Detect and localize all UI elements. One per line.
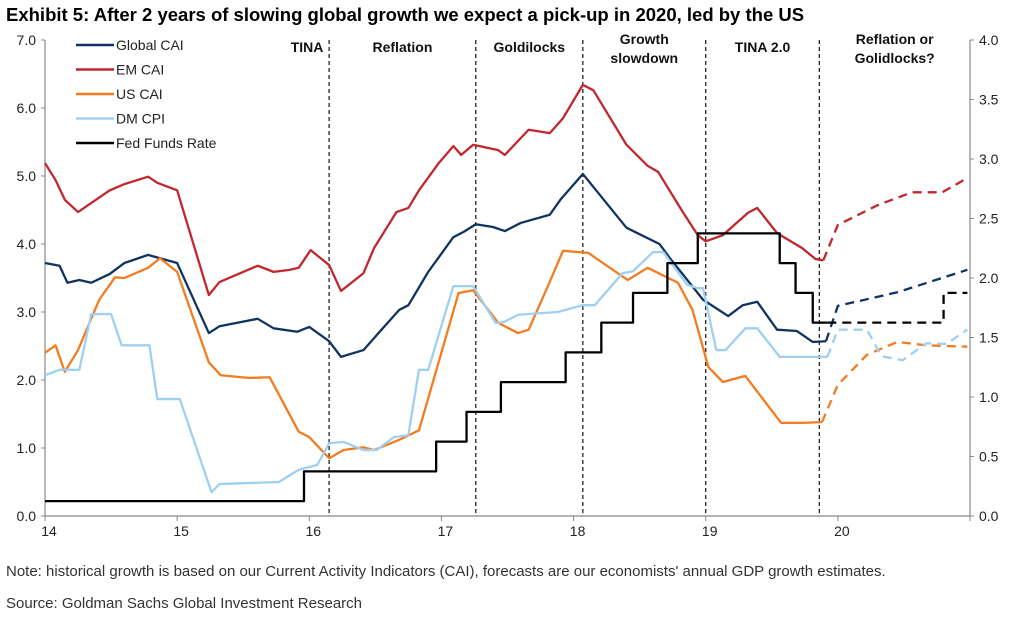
legend-label-us-cai: US CAI [116, 86, 163, 102]
y-right-tick-label: 3.0 [979, 151, 999, 167]
x-tick-label: 16 [305, 523, 321, 539]
x-tick-label: 15 [173, 523, 189, 539]
y-left-tick-label: 4.0 [17, 236, 37, 252]
y-right-tick-label: 4.0 [979, 32, 999, 48]
y-right-tick-label: 3.5 [979, 92, 999, 108]
legend-label-dm-cpi: DM CPI [116, 111, 165, 127]
regime-label: TINA 2.0 [735, 39, 791, 55]
chart-note: Note: historical growth is based on our … [6, 563, 886, 580]
regime-label: Golidlocks? [855, 50, 935, 66]
x-tick-label: 18 [570, 523, 586, 539]
legend-label-fed-funds-rate: Fed Funds Rate [116, 135, 217, 151]
em-cai-forecast-line [822, 177, 968, 261]
y-right-tick-label: 2.0 [979, 270, 999, 286]
y-right-tick-label: 1.5 [979, 330, 999, 346]
y-right-tick-label: 0.5 [979, 449, 999, 465]
y-left-tick-label: 2.0 [17, 372, 37, 388]
global-cai-forecast-line [824, 268, 968, 342]
legend-label-global-cai: Global CAI [116, 37, 184, 53]
x-tick-label: 19 [702, 523, 718, 539]
regime-label: Growth [620, 31, 669, 47]
regime-label: Reflation or [856, 31, 934, 47]
x-tick-label: 20 [834, 523, 850, 539]
em-cai-line [44, 83, 824, 297]
y-right-tick-label: 2.5 [979, 211, 999, 227]
legend-label-em-cai: EM CAI [116, 62, 164, 78]
global-cai-line [44, 172, 827, 359]
y-left-tick-label: 1.0 [17, 440, 37, 456]
us-cai-forecast-line [820, 340, 968, 423]
regime-label: TINA [291, 39, 324, 55]
y-left-tick-label: 3.0 [17, 304, 37, 320]
fed-funds-rate-line [45, 232, 828, 503]
us-cai-line [44, 249, 823, 460]
x-tick-label: 17 [438, 523, 454, 539]
dm-cpi-forecast-line [826, 328, 969, 362]
regime-label: Goldilocks [494, 39, 566, 55]
fed-funds-rate-forecast-line [827, 291, 968, 324]
y-left-tick-label: 7.0 [17, 32, 37, 48]
chart-source: Source: Goldman Sachs Global Investment … [6, 595, 363, 612]
chart: 0.0 1.0 2.0 3.0 4.0 5.0 6.0 7.0 0.0 0.5 1.0 1.5 2.0 2… [17, 31, 999, 539]
regime-label: slowdown [610, 50, 678, 66]
y-left-tick-label: 0.0 [17, 508, 37, 524]
x-tick-label: 14 [41, 523, 57, 539]
y-left-tick-label: 5.0 [17, 168, 37, 184]
chart-title: Exhibit 5: After 2 years of slowing glob… [6, 4, 805, 25]
regime-label: Reflation [373, 39, 433, 55]
y-left-tick-label: 6.0 [17, 100, 37, 116]
y-right-tick-label: 0.0 [979, 508, 999, 524]
y-right-tick-label: 1.0 [979, 389, 999, 405]
dm-cpi-line [44, 251, 828, 494]
